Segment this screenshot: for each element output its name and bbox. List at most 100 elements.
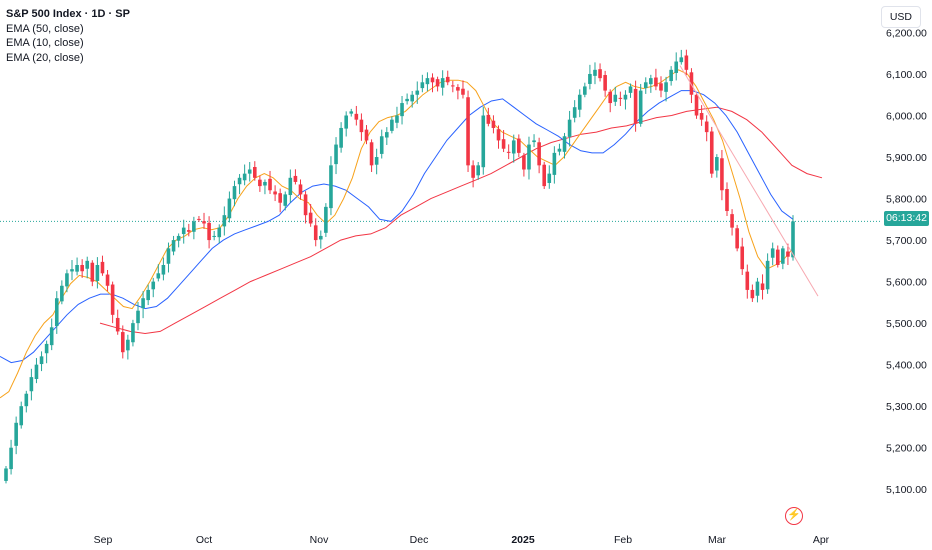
- ema50-legend[interactable]: EMA (50, close): [6, 22, 84, 35]
- candle-body: [735, 228, 739, 249]
- candle-body: [329, 165, 333, 209]
- candle-body: [562, 136, 567, 152]
- candle: [207, 216, 211, 249]
- candle: [349, 108, 354, 117]
- candle: [628, 83, 633, 98]
- candle: [242, 164, 247, 186]
- y-axis: 5,100.00 5,200.00 5,300.00 5,400.00 5,500.00…: [886, 27, 927, 496]
- candle: [552, 146, 557, 184]
- x-tick-label: Feb: [614, 534, 632, 546]
- candle: [598, 63, 602, 82]
- candle: [369, 139, 374, 172]
- candle: [400, 95, 404, 125]
- candle-body: [405, 98, 409, 102]
- candle: [197, 216, 201, 222]
- candle-body: [577, 94, 582, 110]
- symbol-title[interactable]: S&P 500 Index · 1D · SP: [6, 8, 130, 20]
- candle: [110, 281, 115, 324]
- candle: [562, 132, 567, 159]
- candle: [161, 257, 166, 281]
- candle: [354, 105, 359, 126]
- candle-body: [192, 221, 196, 232]
- candle-body: [197, 218, 201, 220]
- candle: [445, 70, 450, 86]
- candle-body: [303, 194, 308, 216]
- candle-body: [166, 248, 171, 264]
- candle-body: [222, 215, 227, 227]
- y-tick-label: 5,800.00: [886, 194, 927, 206]
- candle: [247, 162, 252, 182]
- candle: [258, 175, 262, 192]
- candle: [735, 224, 739, 252]
- candle-body: [171, 240, 176, 252]
- candle: [379, 129, 384, 159]
- candle: [659, 76, 663, 98]
- candle-body: [715, 157, 719, 171]
- candle: [669, 66, 673, 86]
- candle: [532, 134, 536, 148]
- candle: [60, 280, 64, 305]
- candle-body: [542, 164, 547, 187]
- candle-body: [435, 79, 440, 87]
- candle: [359, 113, 364, 141]
- candle: [679, 49, 684, 65]
- candle-body: [374, 157, 379, 165]
- candle-body: [618, 97, 623, 99]
- candle-body: [547, 173, 552, 183]
- candle-body: [75, 265, 79, 272]
- ema50-line: [99, 106, 823, 335]
- candle: [420, 74, 425, 93]
- candle: [29, 368, 34, 401]
- lightning-icon[interactable]: ⚡: [785, 507, 803, 525]
- candle: [760, 274, 765, 300]
- candle: [334, 137, 338, 175]
- candle-body: [583, 86, 587, 95]
- candle-body: [252, 167, 257, 178]
- ema10-legend[interactable]: EMA (10, close): [6, 37, 84, 49]
- currency-button[interactable]: USD: [880, 6, 921, 28]
- candle: [664, 76, 668, 102]
- candle-body: [440, 78, 445, 88]
- candle: [100, 255, 105, 276]
- candle-body: [623, 94, 628, 100]
- candle: [176, 233, 181, 248]
- candle: [293, 169, 298, 185]
- candle: [298, 179, 303, 200]
- candle-body: [19, 406, 24, 426]
- candle-body: [288, 177, 293, 196]
- candle: [643, 77, 648, 94]
- candle-body: [476, 165, 480, 176]
- candle: [146, 284, 150, 306]
- candle: [537, 137, 541, 174]
- candle: [430, 73, 435, 93]
- candle-body: [217, 227, 222, 238]
- candle: [699, 105, 704, 126]
- candle-body: [212, 235, 216, 237]
- candle: [618, 91, 623, 106]
- candle-body: [293, 175, 298, 182]
- candle: [486, 107, 491, 127]
- candle: [740, 237, 745, 275]
- candle-body: [506, 151, 511, 153]
- candle: [252, 161, 257, 181]
- candle-body: [232, 186, 237, 200]
- candle: [750, 284, 755, 302]
- candle: [324, 203, 328, 237]
- candle: [303, 191, 308, 224]
- candle: [425, 72, 430, 92]
- candle-body: [456, 87, 460, 91]
- candle-body: [608, 91, 613, 104]
- candle-body: [511, 140, 516, 154]
- ema20-legend[interactable]: EMA (20, close): [6, 51, 84, 64]
- candle-body: [379, 136, 384, 154]
- candle: [704, 115, 709, 142]
- candle-body: [9, 447, 13, 470]
- candle-body: [308, 212, 313, 224]
- candle: [171, 235, 176, 256]
- candle: [288, 169, 293, 203]
- candle-body: [126, 339, 130, 351]
- candle-body: [740, 246, 745, 270]
- candle-body: [334, 144, 338, 165]
- candle: [90, 260, 95, 287]
